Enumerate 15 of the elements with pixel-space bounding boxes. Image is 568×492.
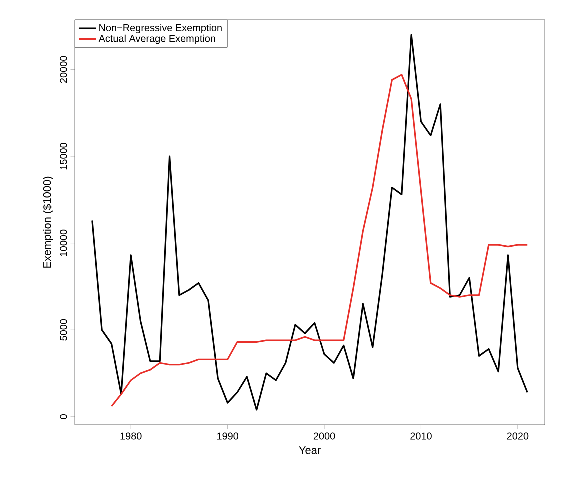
line-series <box>92 34 528 411</box>
y-tick-label: 0 <box>60 414 68 420</box>
y-tick-label: 10000 <box>60 230 68 256</box>
x-tick-label: 1990 <box>217 432 238 440</box>
x-tick-label: 2020 <box>507 432 529 440</box>
y-tick-label: 15000 <box>60 143 68 170</box>
y-tick-label: 20000 <box>60 56 68 84</box>
legend-label: Non−Regressive Exemption <box>100 24 222 34</box>
x-tick-label: 2000 <box>314 432 336 440</box>
x-tick-label: 1980 <box>120 432 142 440</box>
x-tick-label: 2010 <box>410 432 432 440</box>
y-tick-label: 5000 <box>60 319 68 341</box>
y-axis-title: Exemption ($1000) <box>42 176 54 268</box>
legend-label: Actual Average Exemption <box>98 34 216 44</box>
x-axis-title: Year <box>299 446 321 454</box>
